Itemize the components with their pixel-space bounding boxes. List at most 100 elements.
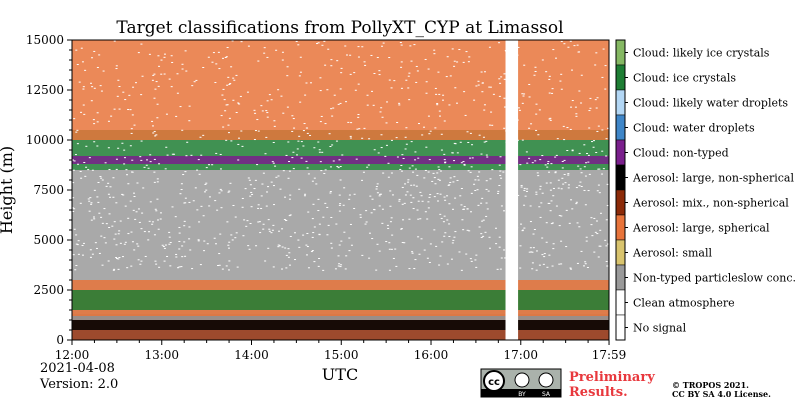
speckle: [480, 236, 483, 238]
speckle: [403, 242, 406, 244]
speckle: [423, 177, 426, 179]
speckle: [99, 85, 102, 87]
speckle: [604, 88, 607, 90]
speckle: [181, 256, 184, 258]
speckle: [305, 82, 308, 84]
speckle: [549, 117, 552, 119]
speckle: [606, 205, 609, 207]
speckle: [77, 240, 80, 242]
speckle: [502, 171, 505, 173]
speckle: [396, 121, 399, 123]
speckle: [476, 175, 479, 177]
speckle: [388, 269, 391, 271]
speckle: [500, 76, 503, 78]
speckle: [357, 46, 360, 48]
speckle: [197, 159, 200, 161]
speckle: [257, 60, 260, 62]
speckle: [98, 252, 101, 254]
speckle: [124, 99, 127, 101]
speckle: [155, 263, 158, 265]
speckle: [87, 169, 90, 171]
speckle: [408, 99, 411, 101]
speckle: [136, 243, 139, 245]
speckle: [108, 226, 111, 228]
speckle: [425, 92, 428, 94]
speckle: [337, 265, 340, 267]
speckle: [170, 86, 173, 88]
speckle: [215, 152, 218, 154]
speckle: [318, 257, 321, 259]
speckle: [489, 86, 492, 88]
speckle: [576, 262, 579, 264]
speckle: [126, 174, 129, 176]
speckle: [133, 249, 136, 251]
speckle: [156, 178, 159, 180]
speckle: [123, 157, 126, 159]
speckle: [555, 154, 558, 156]
speckle: [272, 185, 275, 187]
speckle: [499, 170, 502, 172]
speckle: [373, 149, 376, 151]
speckle: [227, 76, 230, 78]
speckle: [605, 260, 608, 262]
speckle: [151, 120, 154, 122]
speckle: [523, 204, 526, 206]
speckle: [218, 264, 221, 266]
speckle: [126, 267, 129, 269]
speckle: [161, 244, 164, 246]
speckle: [215, 63, 218, 65]
speckle: [470, 166, 473, 168]
speckle: [465, 51, 468, 53]
speckle: [81, 254, 84, 256]
speckle: [154, 208, 157, 210]
speckle: [535, 113, 538, 115]
speckle: [498, 42, 501, 44]
speckle: [227, 191, 230, 193]
speckle: [266, 100, 269, 102]
speckle: [93, 141, 96, 143]
speckle: [454, 231, 457, 233]
speckle: [540, 202, 543, 204]
speckle: [311, 236, 314, 238]
speckle: [169, 265, 172, 267]
speckle: [76, 244, 79, 246]
speckle: [84, 69, 87, 71]
speckle: [233, 79, 236, 81]
speckle: [317, 210, 320, 212]
speckle: [386, 224, 389, 226]
speckle: [463, 206, 466, 208]
speckle: [431, 180, 434, 182]
legend-label: Cloud: non-typed: [633, 147, 729, 160]
speckle: [331, 144, 334, 146]
speckle: [281, 246, 284, 248]
speckle: [575, 113, 578, 115]
speckle: [219, 188, 222, 190]
speckle: [419, 191, 422, 193]
speckle: [445, 76, 448, 78]
speckle: [196, 169, 199, 171]
speckle: [377, 152, 380, 154]
speckle: [176, 267, 179, 269]
speckle: [113, 268, 116, 270]
speckle: [82, 104, 85, 106]
speckle: [286, 66, 289, 68]
speckle: [194, 187, 197, 189]
speckle: [594, 99, 597, 101]
speckle: [307, 211, 310, 213]
speckle: [82, 88, 85, 90]
speckle: [530, 123, 533, 125]
speckle: [288, 198, 291, 200]
speckle: [131, 171, 134, 173]
speckle: [320, 170, 323, 172]
speckle: [448, 104, 451, 106]
speckle: [583, 189, 586, 191]
speckle: [571, 149, 574, 151]
speckle: [414, 151, 417, 153]
speckle: [421, 200, 424, 202]
speckle: [499, 268, 502, 270]
speckle: [413, 268, 416, 270]
speckle: [564, 182, 567, 184]
speckle: [159, 212, 162, 214]
speckle: [166, 154, 169, 156]
